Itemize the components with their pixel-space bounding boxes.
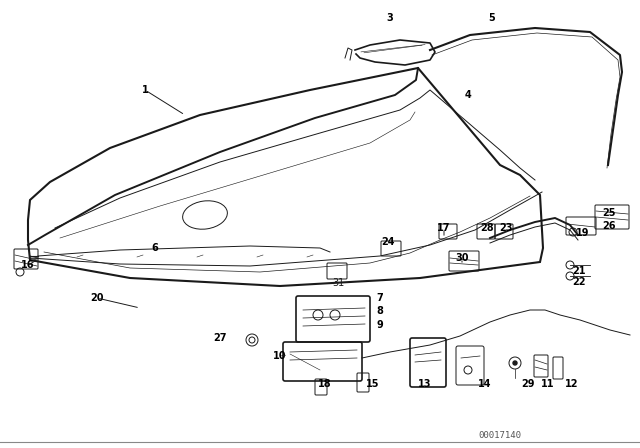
Text: 19: 19: [576, 228, 589, 238]
Text: 27: 27: [213, 333, 227, 343]
Text: 17: 17: [437, 223, 451, 233]
Circle shape: [513, 361, 517, 365]
Text: 15: 15: [366, 379, 380, 389]
Text: 5: 5: [488, 13, 495, 23]
Text: 11: 11: [541, 379, 555, 389]
Text: 14: 14: [478, 379, 492, 389]
Text: 20: 20: [90, 293, 104, 303]
Text: 10: 10: [273, 351, 287, 361]
Text: 6: 6: [152, 243, 158, 253]
Text: 29: 29: [521, 379, 535, 389]
Text: 26: 26: [602, 221, 616, 231]
Text: 4: 4: [465, 90, 472, 100]
Text: 16: 16: [21, 260, 35, 270]
Text: 7: 7: [376, 293, 383, 303]
Text: 9: 9: [376, 320, 383, 330]
Text: 13: 13: [419, 379, 432, 389]
Text: 23: 23: [499, 223, 513, 233]
Text: 3: 3: [387, 13, 394, 23]
Text: 28: 28: [480, 223, 494, 233]
Text: 22: 22: [572, 277, 586, 287]
Text: 00017140: 00017140: [479, 431, 522, 439]
Text: 25: 25: [602, 208, 616, 218]
Text: 8: 8: [376, 306, 383, 316]
Text: 18: 18: [318, 379, 332, 389]
Text: 24: 24: [381, 237, 395, 247]
Text: 1: 1: [141, 85, 148, 95]
Text: 30: 30: [455, 253, 468, 263]
Text: 21: 21: [572, 266, 586, 276]
Text: 31: 31: [332, 278, 344, 288]
Text: 12: 12: [565, 379, 579, 389]
